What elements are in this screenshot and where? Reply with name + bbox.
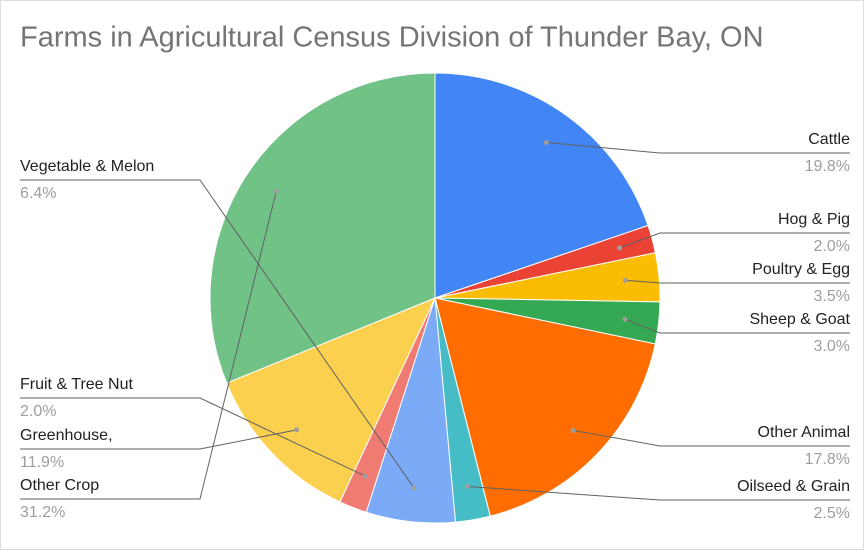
data-label: 3.0% — [814, 338, 850, 355]
data-label: 2.0% — [814, 238, 850, 255]
data-label: 2.5% — [814, 505, 850, 522]
data-label: 19.8% — [805, 158, 850, 175]
leader-dot — [294, 427, 300, 433]
leader-dot — [543, 140, 549, 146]
legend-label: Other Crop — [20, 477, 99, 494]
pie-slice — [209, 72, 436, 384]
leader-dot — [273, 188, 279, 194]
legend-label: Greenhouse, — [20, 427, 113, 444]
leader-line — [625, 279, 850, 284]
legend-label: Sheep & Goat — [749, 311, 850, 328]
pie-slice — [226, 297, 436, 503]
leader-line — [624, 318, 850, 334]
leader-dot — [622, 316, 628, 322]
leader-line — [467, 486, 850, 501]
legend-label: Hog & Pig — [778, 211, 850, 228]
legend-label: Oilseed & Grain — [737, 478, 850, 495]
legend-label: Vegetable & Melon — [20, 158, 154, 175]
legend-label: Fruit & Tree Nut — [20, 376, 133, 393]
leader-dot — [362, 473, 368, 479]
leader-line — [572, 429, 850, 447]
leader-dot — [411, 485, 417, 491]
pie-slice — [434, 72, 649, 299]
leader-dot — [617, 245, 623, 251]
legend-label: Poultry & Egg — [752, 261, 850, 278]
leader-dot — [622, 277, 628, 283]
leader-line — [20, 179, 415, 489]
leader-line — [20, 429, 297, 450]
pie-slice — [434, 297, 656, 517]
leader-line — [20, 191, 277, 500]
data-label: 11.9% — [20, 454, 64, 471]
leader-line — [20, 397, 366, 477]
data-label: 3.5% — [814, 288, 850, 305]
data-label: 6.4% — [20, 185, 56, 202]
leader-dot — [570, 427, 576, 433]
legend-label: Cattle — [808, 131, 850, 148]
leader-line — [619, 232, 850, 249]
data-label: 17.8% — [805, 451, 850, 468]
leader-dot — [464, 484, 470, 490]
data-label: 2.0% — [20, 403, 56, 420]
chart-title: Farms in Agricultural Census Division of… — [20, 22, 764, 54]
data-label: 31.2% — [20, 504, 65, 521]
legend-label: Other Animal — [758, 424, 850, 441]
leader-line — [546, 142, 850, 154]
